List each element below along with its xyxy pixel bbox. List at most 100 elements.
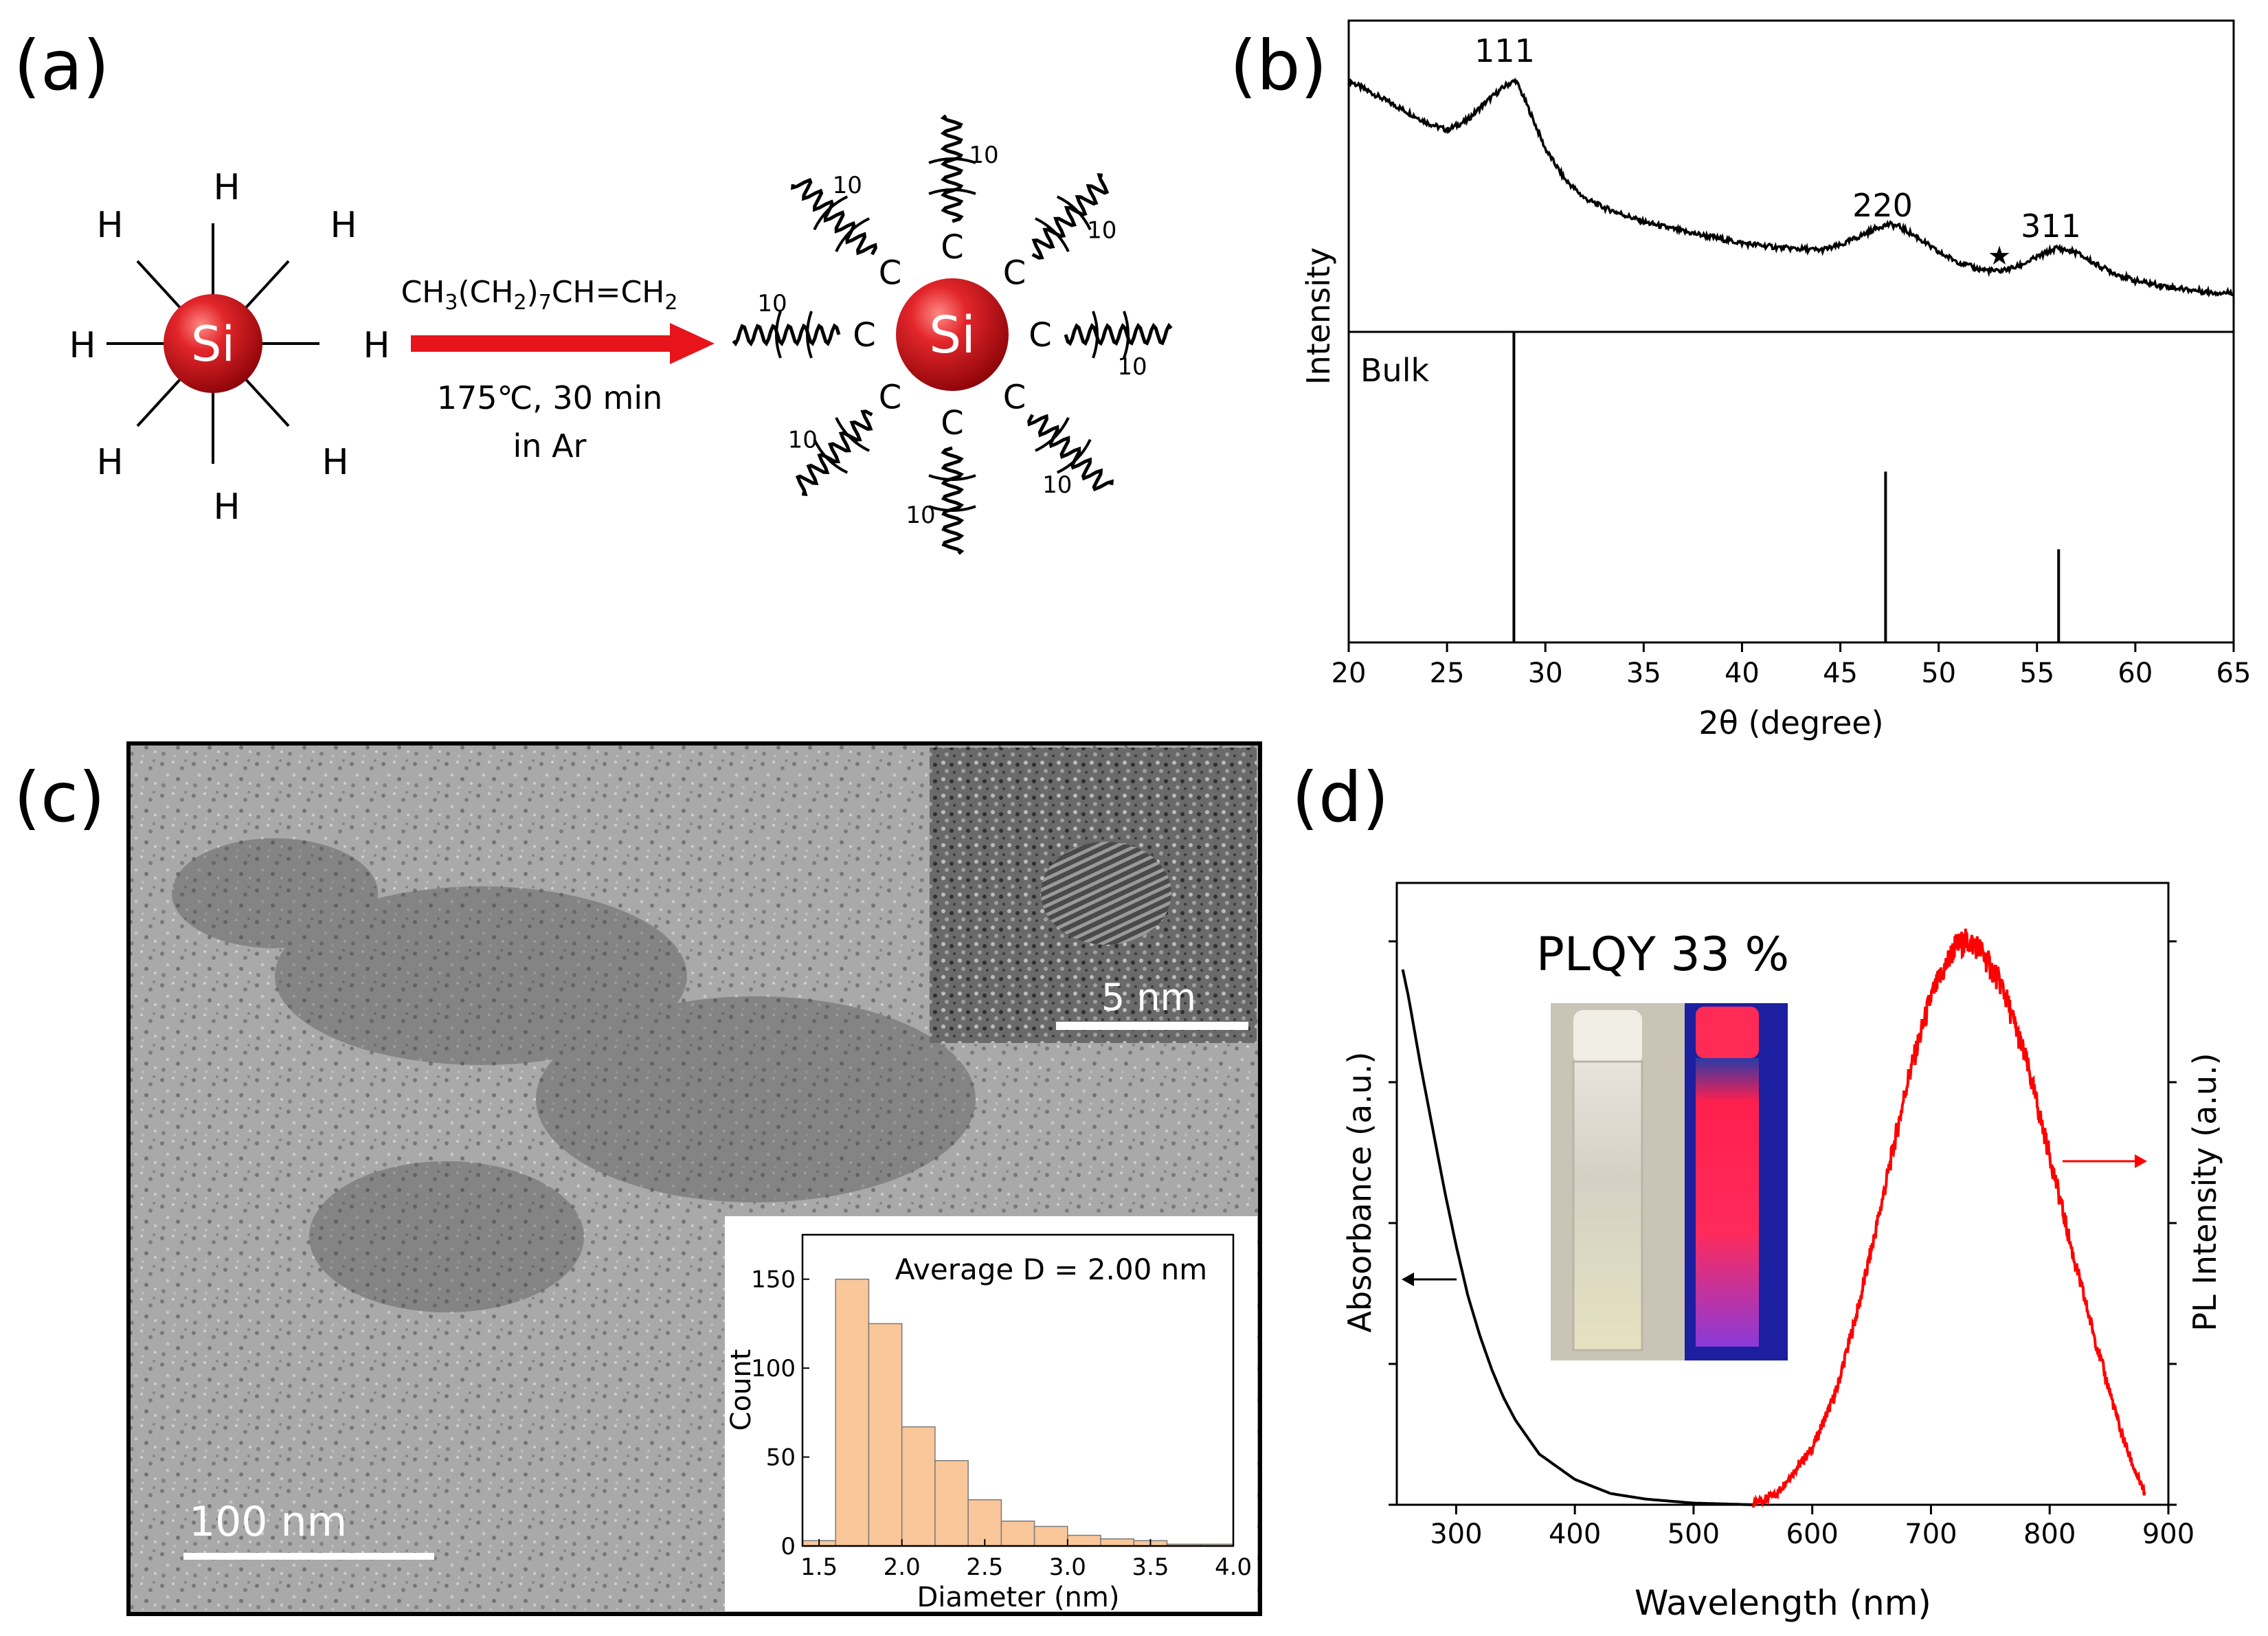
xrd-x-tick-label: 60 — [2118, 658, 2153, 689]
spectra-x-tick-label: 700 — [1905, 1519, 1957, 1550]
ligand-carbon-atom: C — [941, 404, 964, 442]
histogram-x-tick-label: 2.0 — [884, 1554, 921, 1581]
pl-axis-arrow-head — [2135, 1154, 2147, 1168]
spectra-x-tick-label: 900 — [2142, 1519, 2194, 1550]
histogram-bar — [835, 1278, 870, 1547]
spectra-x-axis: 300 400 500 600 700 800 900 — [1389, 940, 2194, 1550]
histogram-bar — [934, 1459, 969, 1547]
histogram-bar — [1100, 1538, 1135, 1547]
h-atom-top: H — [213, 167, 240, 208]
vial-uv — [1696, 1058, 1759, 1347]
xrd-pattern-curve — [1347, 77, 2235, 298]
histogram-annotation: Average D = 2.00 nm — [895, 1253, 1207, 1286]
ligand-alkyl-chain — [1031, 173, 1110, 260]
h-atom-bottom-left: H — [96, 442, 123, 483]
ligand-alkyl-chain — [1064, 322, 1173, 346]
xrd-peak-label-220: 220 — [1852, 187, 1913, 224]
histogram-y-tick-label: 150 — [751, 1266, 796, 1294]
histogram-bar — [868, 1323, 903, 1547]
xrd-peak-label-311: 311 — [2021, 208, 2081, 245]
ligand-repeat-bracket — [928, 157, 976, 164]
xrd-x-tick-label: 20 — [1332, 658, 1367, 689]
product-si-label: Si — [929, 306, 976, 365]
h-atom-top-left: H — [96, 205, 123, 246]
ligand-repeat-bracket — [928, 474, 976, 481]
ligand-repeat-bracket — [928, 188, 976, 195]
ligand-carbon-atom: C — [853, 316, 876, 355]
xrd-x-tick-label: 65 — [2216, 658, 2252, 689]
ligand-repeat-bracket — [1123, 311, 1130, 359]
reaction-arrow-shaft — [411, 335, 672, 352]
histogram-y-tick-label: 100 — [751, 1355, 796, 1382]
ligand-repeat-bracket — [1056, 195, 1092, 231]
panel-label-b: (b) — [1230, 25, 1327, 106]
tem-nanocrystal-clusters — [172, 838, 976, 1312]
reactant-si-label: Si — [191, 316, 235, 372]
histogram-bar — [1033, 1525, 1068, 1547]
reaction-scheme: Si H H H H H H H H CH3(CH2)7CH=CH2 175℃,… — [69, 114, 1173, 555]
histogram-bar — [967, 1499, 1002, 1547]
histogram-x-tick-label: 3.5 — [1132, 1554, 1169, 1581]
panel-label-c: (c) — [14, 757, 105, 838]
spectra-x-tick-label: 500 — [1668, 1519, 1720, 1550]
reaction-condition-atmosphere: in Ar — [513, 427, 587, 464]
histogram-y-tick-label: 0 — [781, 1533, 796, 1560]
histogram-bar — [1067, 1534, 1101, 1547]
histogram-x-axis-label: Diameter (nm) — [917, 1582, 1120, 1613]
ligand-carbon-atom: C — [879, 379, 902, 417]
xrd-x-tick-label: 25 — [1430, 658, 1465, 689]
xrd-x-tick-label: 30 — [1528, 658, 1563, 689]
reaction-arrow-head — [670, 323, 715, 364]
absorbance-curve — [1401, 969, 1753, 1506]
histogram-bar — [1000, 1521, 1035, 1547]
histogram-bar — [901, 1426, 936, 1547]
h-atom-top-right: H — [330, 205, 357, 246]
histogram-y-axis-label: Count — [726, 1349, 757, 1431]
h-atom-right: H — [363, 325, 390, 366]
ligand-carbon-atom: C — [941, 228, 964, 267]
ligand-repeat-bracket — [835, 417, 870, 452]
ligand-repeat-count: 10 — [833, 172, 862, 199]
spectra-x-tick-label: 800 — [2023, 1519, 2076, 1550]
ligand-alkyl-chain — [795, 410, 873, 496]
ligand-repeat-count: 10 — [969, 142, 998, 169]
reaction-condition-temperature: 175℃, 30 min — [437, 379, 663, 416]
ligand-carbon-atom: C — [1029, 316, 1052, 355]
ligand-repeat-bracket — [928, 505, 976, 512]
xrd-x-tick-label: 35 — [1626, 658, 1661, 689]
ligand-alkyl-chain — [1027, 414, 1114, 492]
ligand-repeat-bracket — [1035, 217, 1070, 252]
xrd-bulk-label: Bulk — [1360, 352, 1429, 389]
histogram-plot-frame — [801, 1233, 1235, 1547]
histogram-x-tick-label: 4.0 — [1215, 1554, 1252, 1581]
ligand-repeat-bracket — [1092, 311, 1099, 359]
ligand-carbon-atom: C — [1003, 379, 1026, 417]
xrd-y-axis-label: Intensity — [1300, 247, 1337, 385]
tem-scale-bar — [183, 1553, 434, 1560]
spectra-y-axis-label-left: Absorbance (a.u.) — [1341, 1052, 1378, 1333]
spectra-frame — [1395, 882, 2170, 1506]
tem-inset-scale-bar — [1056, 1022, 1248, 1030]
panel-label-d: (d) — [1292, 757, 1389, 838]
xrd-peak-label-111: 111 — [1474, 32, 1535, 69]
h-atom-bottom-right: H — [322, 442, 348, 483]
ligand-repeat-bracket — [835, 217, 870, 252]
spectra-x-tick-label: 300 — [1430, 1519, 1482, 1550]
xrd-star-marker: ★ — [1988, 240, 2011, 271]
ligand-carbon-atom: C — [1003, 254, 1026, 292]
ligand-repeat-count: 10 — [757, 290, 787, 317]
h-atom-left: H — [69, 325, 96, 366]
ligand-repeat-count: 10 — [906, 502, 935, 529]
spectra-x-axis-label: Wavelength (nm) — [1635, 1583, 1931, 1623]
ligand-repeat-count: 10 — [1087, 216, 1116, 244]
xrd-x-axis-label: 2θ (degree) — [1698, 704, 1883, 741]
plqy-annotation: PLQY 33 % — [1536, 928, 1789, 982]
tem-inset-scale-label: 5 nm — [1101, 976, 1196, 1019]
product-si-sphere — [896, 278, 1009, 391]
histogram-x-tick-label: 2.5 — [966, 1554, 1003, 1581]
ligand-repeat-bracket — [1056, 438, 1092, 474]
spectra-x-tick-label: 400 — [1549, 1519, 1601, 1550]
xrd-x-axis: 20 25 30 35 40 45 50 55 60 65 — [1332, 642, 2252, 689]
xrd-x-tick-label: 50 — [1921, 658, 1956, 689]
tem-scale-label: 100 nm — [189, 1498, 347, 1546]
